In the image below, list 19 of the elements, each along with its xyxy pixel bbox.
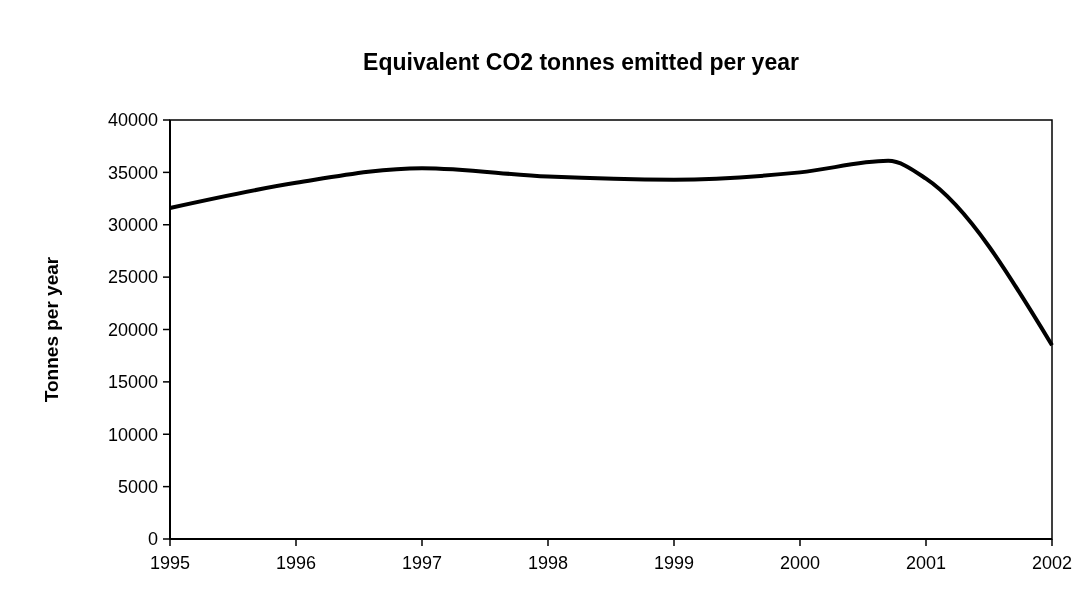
y-tick-label: 35000 xyxy=(107,162,158,183)
y-axis-title: Tonnes per year xyxy=(41,256,62,403)
x-tick-label: 1996 xyxy=(275,553,317,573)
y-tick-label: 30000 xyxy=(107,215,158,236)
x-tick-label: 1999 xyxy=(653,553,695,573)
y-tick-label: 10000 xyxy=(107,424,158,445)
x-tick-label: 1995 xyxy=(149,553,191,573)
y-tick-label: 15000 xyxy=(107,372,158,393)
y-tick-label: 25000 xyxy=(107,267,158,288)
x-tick-label: 2001 xyxy=(905,553,947,573)
y-tick-label: 40000 xyxy=(107,110,158,131)
x-tick-label: 2002 xyxy=(1031,553,1073,573)
chart-title: Equivalent CO2 tonnes emitted per year xyxy=(363,49,799,75)
x-tick-label: 1997 xyxy=(401,553,443,573)
y-tick-label: 0 xyxy=(147,529,158,550)
y-tick-label: 5000 xyxy=(117,476,158,497)
x-tick-label: 1998 xyxy=(527,553,569,573)
y-tick-label: 20000 xyxy=(107,319,158,340)
x-tick-label: 2000 xyxy=(779,553,821,573)
